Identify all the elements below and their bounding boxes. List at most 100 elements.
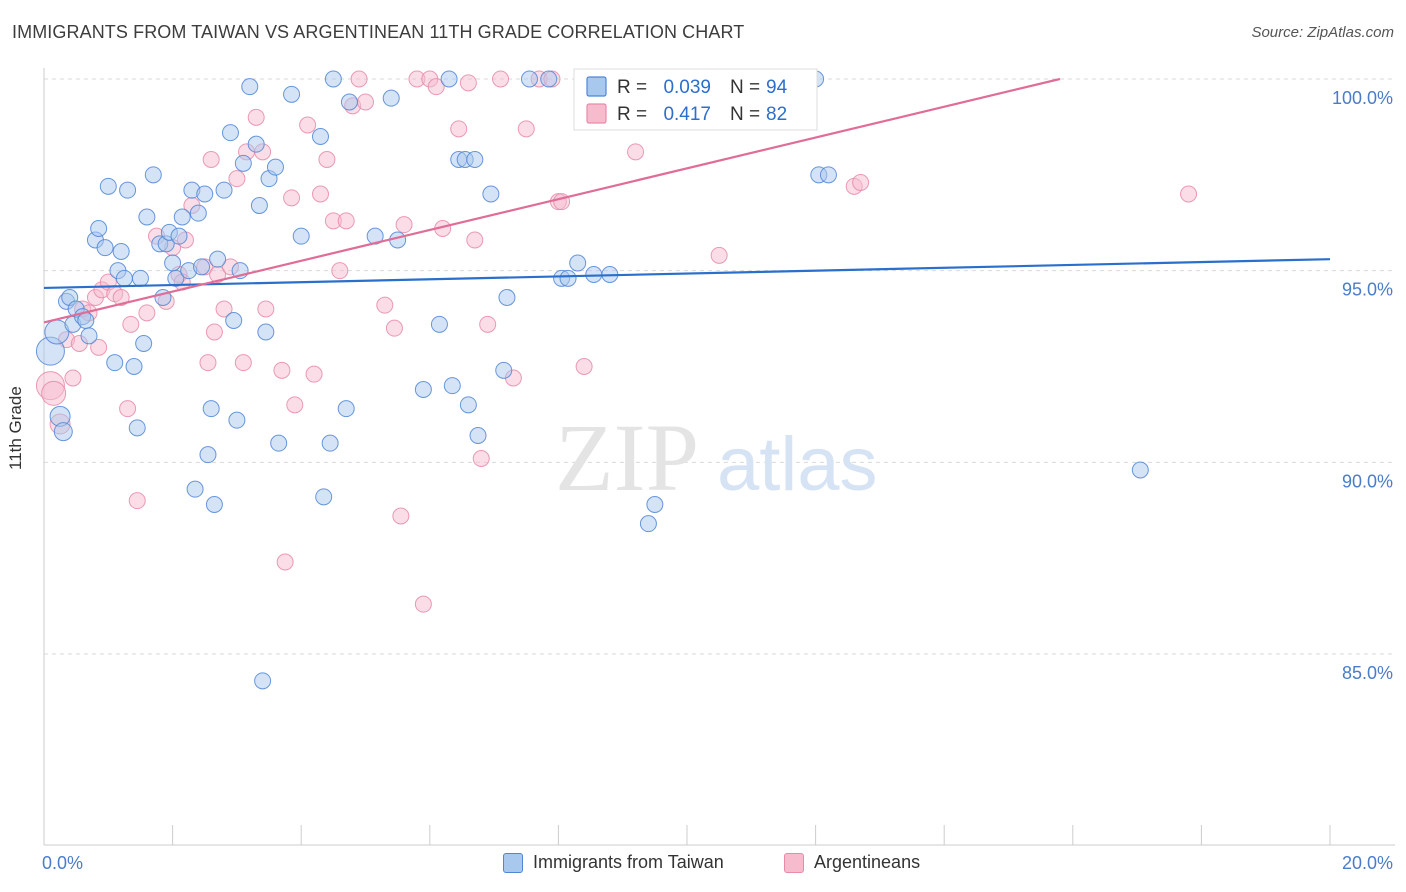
- argentinean-point: [459, 74, 477, 92]
- taiwan-point: [138, 208, 156, 226]
- argentinean-point: [283, 189, 301, 207]
- argentinean-point: [64, 369, 82, 387]
- taiwan-point: [193, 258, 211, 276]
- taiwan-point: [53, 422, 73, 442]
- argentinean-point: [122, 315, 140, 333]
- argentinean-point: [299, 116, 317, 134]
- legend-n-label: N =: [730, 104, 760, 125]
- taiwan-point: [337, 400, 355, 418]
- y-tick-label: 85.0%: [1342, 663, 1393, 683]
- watermark-zip: ZIP: [555, 404, 699, 511]
- taiwan-point: [254, 672, 272, 690]
- taiwan-point: [234, 154, 252, 172]
- watermark: ZIP atlas: [555, 404, 878, 511]
- argentinean-point: [305, 365, 323, 383]
- taiwan-point: [99, 177, 117, 195]
- argentinean-point: [199, 354, 217, 372]
- argentinean-point: [202, 151, 220, 168]
- taiwan-point: [520, 70, 538, 88]
- taiwan-point: [186, 480, 204, 498]
- x-tick-label: 20.0%: [1342, 853, 1393, 873]
- argentinean-point: [385, 319, 403, 337]
- taiwan-point: [125, 358, 143, 375]
- taiwan-point: [292, 227, 310, 245]
- source-label: Source: ZipAtlas.com: [1251, 24, 1394, 41]
- taiwan-point: [340, 93, 358, 111]
- taiwan-point: [382, 89, 400, 107]
- y-tick-label: 100.0%: [1332, 88, 1393, 108]
- taiwan-point: [646, 496, 664, 513]
- argentinean-point: [852, 174, 870, 191]
- taiwan-point: [173, 208, 191, 226]
- taiwan-point: [459, 396, 477, 414]
- legend-label-argentineans: Argentineans: [814, 852, 921, 872]
- taiwan-point: [209, 250, 227, 268]
- taiwan-point: [170, 227, 188, 245]
- taiwan-point: [90, 220, 108, 237]
- watermark-atlas: atlas: [717, 422, 878, 507]
- taiwan-point: [321, 434, 339, 452]
- taiwan-point: [498, 289, 516, 306]
- taiwan-point: [639, 515, 657, 533]
- argentinean-point: [311, 185, 329, 203]
- taiwan-point: [495, 361, 513, 379]
- argentinean-trend-line: [43, 77, 1061, 324]
- argentinean-point: [337, 212, 355, 230]
- taiwan-point: [225, 312, 243, 329]
- argentinean-point: [286, 396, 304, 414]
- taiwan-point: [96, 239, 114, 257]
- argentinean-point: [395, 216, 413, 234]
- taiwan-point: [164, 254, 182, 272]
- taiwan-point: [215, 181, 233, 199]
- argentinean-point: [492, 70, 510, 88]
- argentinean-point: [318, 151, 336, 168]
- argentinean-point: [710, 246, 728, 264]
- legend-top: R = 0.039 N = 94 R = 0.417 N = 82: [573, 68, 818, 131]
- taiwan-point: [257, 323, 275, 341]
- argentinean-point: [90, 338, 108, 356]
- legend-swatch-blue: [503, 852, 523, 873]
- argentinean-point: [450, 120, 468, 138]
- chart-title: IMMIGRANTS FROM TAIWAN VS ARGENTINEAN 11…: [12, 22, 745, 42]
- taiwan-point: [414, 381, 432, 398]
- taiwan-point: [482, 185, 500, 203]
- taiwan-point: [189, 204, 207, 222]
- argentinean-point: [575, 358, 593, 375]
- taiwan-point: [205, 496, 223, 513]
- taiwan-point: [466, 151, 484, 168]
- taiwan-point: [131, 269, 149, 287]
- taiwan-point: [469, 427, 487, 444]
- taiwan-point: [196, 185, 214, 203]
- taiwan-point: [1131, 461, 1149, 479]
- taiwan-point: [559, 269, 577, 287]
- taiwan-point: [440, 70, 458, 88]
- y-tick-label: 90.0%: [1342, 471, 1393, 491]
- argentinean-point: [466, 231, 484, 249]
- taiwan-point: [128, 419, 146, 437]
- argentinean-point: [273, 361, 291, 379]
- argentinean-point: [479, 315, 497, 333]
- taiwan-trend-line: [43, 258, 1331, 290]
- legend-n-value: 94: [766, 77, 788, 98]
- taiwan-point: [115, 269, 133, 287]
- argentinean-point: [472, 450, 490, 467]
- taiwan-point: [266, 158, 284, 176]
- argentinean-point: [228, 170, 246, 188]
- legend-r-value: 0.417: [663, 104, 711, 125]
- taiwan-point: [221, 124, 239, 142]
- argentinean-point: [350, 70, 368, 88]
- legend-item-taiwan[interactable]: Immigrants from Taiwan: [503, 852, 724, 873]
- argentinean-point: [128, 492, 146, 510]
- argentinean-point: [1180, 185, 1198, 203]
- argentinean-point: [234, 354, 252, 372]
- argentinean-point: [138, 304, 156, 322]
- taiwan-point: [202, 400, 220, 418]
- argentinean-point: [119, 400, 137, 418]
- taiwan-point: [80, 327, 98, 345]
- legend-n-value: 82: [766, 104, 787, 125]
- legend-item-argentineans[interactable]: Argentineans: [784, 852, 920, 873]
- taiwan-point: [569, 254, 587, 272]
- legend-label-taiwan: Immigrants from Taiwan: [533, 852, 724, 872]
- taiwan-point: [819, 166, 837, 184]
